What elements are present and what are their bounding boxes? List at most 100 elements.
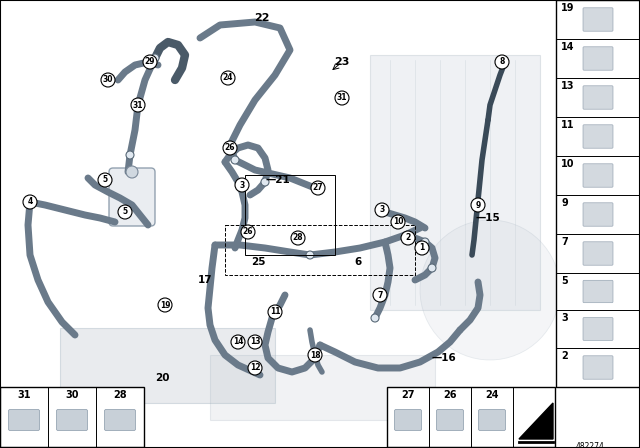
Text: 20: 20 [155, 373, 169, 383]
Text: 10: 10 [561, 159, 575, 169]
FancyBboxPatch shape [394, 409, 422, 431]
Circle shape [306, 251, 314, 259]
Circle shape [231, 156, 239, 164]
Circle shape [221, 71, 235, 85]
Circle shape [231, 335, 245, 349]
Text: 30: 30 [103, 76, 113, 85]
Text: 13: 13 [250, 337, 260, 346]
Text: 19: 19 [561, 3, 575, 13]
Text: 11: 11 [269, 307, 280, 316]
Circle shape [248, 361, 262, 375]
Text: 17: 17 [198, 275, 212, 285]
Circle shape [495, 55, 509, 69]
FancyBboxPatch shape [583, 242, 613, 265]
Circle shape [235, 178, 249, 192]
Bar [0, 387, 144, 447]
Circle shape [143, 55, 157, 69]
Text: —21: —21 [266, 175, 291, 185]
Text: 9: 9 [476, 201, 481, 210]
FancyBboxPatch shape [210, 355, 435, 420]
Circle shape [151, 54, 159, 62]
FancyBboxPatch shape [583, 86, 613, 109]
Text: 13: 13 [561, 81, 575, 91]
Circle shape [126, 151, 134, 159]
Circle shape [415, 241, 429, 255]
Text: 26: 26 [225, 143, 236, 152]
FancyBboxPatch shape [583, 8, 613, 31]
FancyBboxPatch shape [583, 47, 613, 70]
Text: 22: 22 [254, 13, 269, 23]
Circle shape [371, 314, 379, 322]
Text: 25: 25 [251, 257, 265, 267]
Text: 24: 24 [223, 73, 233, 82]
Circle shape [335, 91, 349, 105]
FancyBboxPatch shape [8, 409, 40, 431]
Circle shape [391, 215, 405, 229]
Circle shape [373, 288, 387, 302]
Text: 5: 5 [561, 276, 568, 286]
Circle shape [241, 225, 255, 239]
Text: 4: 4 [28, 198, 33, 207]
FancyBboxPatch shape [479, 409, 506, 431]
Circle shape [420, 220, 560, 360]
Polygon shape [370, 55, 540, 310]
Text: 24: 24 [486, 390, 499, 400]
Text: 12: 12 [250, 363, 260, 372]
Circle shape [248, 335, 262, 349]
Circle shape [375, 203, 389, 217]
Text: 30: 30 [65, 390, 79, 400]
Circle shape [428, 264, 436, 272]
Circle shape [308, 348, 322, 362]
FancyBboxPatch shape [56, 409, 88, 431]
Circle shape [421, 238, 429, 246]
Circle shape [261, 178, 269, 186]
Text: 29: 29 [145, 57, 156, 66]
Text: 26: 26 [243, 228, 253, 237]
FancyBboxPatch shape [436, 409, 463, 431]
FancyBboxPatch shape [583, 318, 613, 340]
FancyBboxPatch shape [104, 409, 136, 431]
Circle shape [291, 231, 305, 245]
Bar [387, 387, 555, 447]
FancyBboxPatch shape [583, 203, 613, 226]
Circle shape [401, 231, 415, 245]
Circle shape [98, 173, 112, 187]
Text: 18: 18 [310, 350, 320, 359]
Circle shape [131, 98, 145, 112]
Circle shape [268, 305, 282, 319]
Text: 23: 23 [334, 57, 349, 67]
Text: 2: 2 [561, 351, 568, 361]
Circle shape [471, 198, 485, 212]
Text: 14: 14 [233, 337, 243, 346]
FancyBboxPatch shape [109, 168, 155, 226]
Text: 482274: 482274 [575, 442, 604, 448]
FancyBboxPatch shape [60, 328, 275, 403]
Text: 1: 1 [419, 244, 424, 253]
FancyBboxPatch shape [583, 280, 613, 303]
Text: —15: —15 [475, 213, 500, 223]
Text: 19: 19 [160, 301, 170, 310]
Circle shape [23, 195, 37, 209]
Circle shape [126, 166, 138, 178]
Text: 31: 31 [132, 100, 143, 109]
FancyBboxPatch shape [583, 164, 613, 187]
Text: 6: 6 [355, 257, 362, 267]
Text: 28: 28 [292, 233, 303, 242]
Text: 27: 27 [313, 184, 323, 193]
Text: 2: 2 [405, 233, 411, 242]
Text: 9: 9 [561, 198, 568, 208]
Text: 5: 5 [102, 176, 108, 185]
Circle shape [158, 298, 172, 312]
Text: 5: 5 [122, 207, 127, 216]
Text: 11: 11 [561, 120, 575, 130]
Text: 31: 31 [337, 94, 348, 103]
Text: —16: —16 [432, 353, 457, 363]
Text: 7: 7 [561, 237, 568, 247]
Text: 7: 7 [378, 290, 383, 300]
Bar [556, 0, 640, 387]
Text: 3: 3 [380, 206, 385, 215]
Text: 14: 14 [561, 42, 575, 52]
Text: 3: 3 [239, 181, 244, 190]
FancyBboxPatch shape [583, 356, 613, 379]
FancyBboxPatch shape [583, 125, 613, 148]
